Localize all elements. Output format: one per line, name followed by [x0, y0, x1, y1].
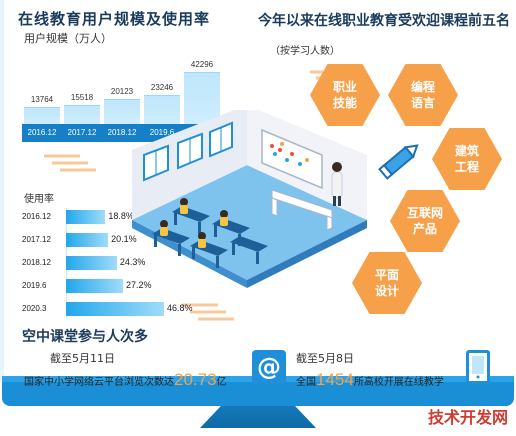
rate-row: 2017.12 20.1%	[14, 233, 214, 247]
users-category-label: 2018.12	[107, 128, 137, 137]
rate-row: 2019.6 27.2%	[14, 279, 214, 293]
monitor-bezel	[2, 382, 514, 406]
rate-category-label: 2020.3	[22, 304, 47, 313]
courses-subtitle: （按学习人数）	[270, 46, 340, 57]
right-stat-text: 全国1454所高校开展在线教学	[296, 370, 444, 390]
pencil-icon	[378, 144, 419, 180]
users-bar-value: 15518	[70, 92, 94, 102]
rate-value-label: 46.8%	[167, 303, 193, 313]
users-bar-chart: 13764 15518 20123 23246 42296	[22, 54, 222, 124]
course-hex-5-line1: 平面	[374, 268, 399, 282]
course-hex-4-line1: 互联网	[406, 206, 443, 220]
users-bar: 42296	[184, 54, 220, 124]
users-bar: 23246	[144, 54, 180, 124]
right-stat-number: 1454	[316, 370, 354, 389]
right-stat-prefix: 全国	[296, 377, 316, 388]
users-category-label: 2017.12	[67, 128, 97, 137]
users-bar-rect	[104, 99, 140, 124]
users-bar-value: 42296	[190, 60, 214, 69]
users-bar-value: 20123	[110, 87, 134, 97]
rate-row: 2020.3 46.8%	[14, 302, 214, 316]
users-bar-value: 13764	[30, 95, 54, 105]
bottom-title: 空中课堂参与人次多	[22, 329, 148, 345]
users-bar: 15518	[64, 54, 100, 124]
at-icon: @	[252, 350, 286, 384]
rate-value-label: 24.3%	[119, 257, 146, 267]
rate-bar	[66, 279, 123, 293]
rate-row: 2018.12 24.3%	[14, 256, 214, 270]
course-hex-3-line2: 工程	[454, 160, 479, 174]
course-hex-2-line2: 语言	[410, 96, 435, 110]
tablet-icon	[466, 350, 490, 384]
rate-chart-title: 使用率	[24, 194, 54, 205]
monitor-stand	[200, 406, 316, 428]
users-bar-rect	[64, 104, 100, 124]
classroom-illustration	[132, 110, 367, 288]
users-category-label: 2016.12	[27, 128, 57, 137]
right-stat-date: 截至5月8日	[296, 352, 354, 365]
users-axis-label: 用户规模（万人）	[24, 32, 112, 45]
rate-value-label: 18.8%	[108, 211, 134, 221]
rate-value-label: 20.1%	[111, 234, 137, 244]
rate-category-label: 2018.12	[22, 258, 51, 267]
rate-value-label: 27.2%	[125, 280, 152, 290]
courses-title: 今年以来在线职业教育受欢迎课程前五名	[258, 13, 510, 29]
rate-bar	[66, 233, 109, 247]
course-hex-2-line1: 编程	[410, 80, 435, 94]
svg-text:@: @	[257, 353, 281, 381]
users-bar-rect	[24, 107, 60, 124]
watermark: 技术开发网	[427, 408, 508, 427]
left-stat-prefix: 国家中小学网络云平台浏览次数达	[24, 377, 174, 388]
rate-category-label: 2019.6	[22, 281, 47, 290]
course-hex-5-line2: 设计	[374, 284, 399, 298]
course-hex-4-line2: 产品	[412, 222, 437, 236]
steps-decoration-2	[182, 303, 234, 321]
steps-decoration	[44, 154, 96, 172]
left-stat-number: 20.73	[174, 370, 217, 389]
users-category-label: 2019.6	[149, 128, 175, 137]
left-stat-text: 国家中小学网络云平台浏览次数达20.73亿	[24, 370, 227, 390]
left-stat-suffix: 亿	[216, 377, 227, 388]
right-stat-suffix: 所高校开展在线教学	[353, 377, 444, 388]
screen-edge	[0, 0, 4, 382]
users-bar-rect	[184, 72, 220, 124]
course-hex-1-line2: 技能	[332, 96, 357, 110]
course-hex-1-line1: 职业	[332, 80, 357, 94]
left-stat-date: 截至5月11日	[50, 352, 115, 365]
users-bar: 20123	[104, 54, 140, 124]
users-chart-title: 在线教育用户规模及使用率	[18, 10, 211, 28]
rate-category-label: 2016.12	[22, 212, 51, 221]
rate-row: 2016.12 18.8%	[14, 210, 214, 224]
rate-category-label: 2017.12	[22, 235, 51, 244]
rate-bar	[66, 302, 164, 316]
rate-bar	[66, 256, 117, 270]
users-bar: 13764	[24, 54, 60, 124]
rate-bar	[66, 210, 106, 224]
course-hex-3-line1: 建筑	[454, 144, 479, 158]
users-bar-value: 23246	[150, 83, 174, 93]
users-bar-rect	[144, 95, 180, 124]
